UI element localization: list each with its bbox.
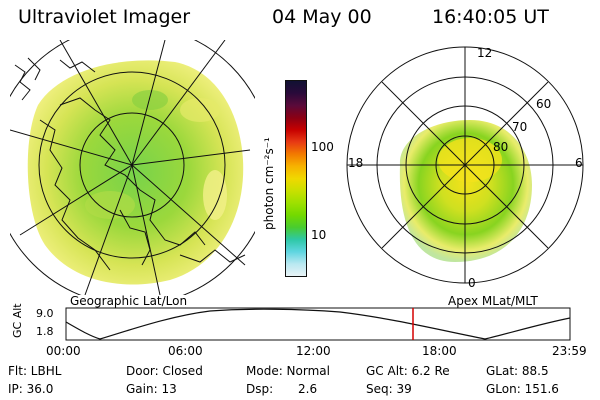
dsp-value: 2.6 <box>298 382 318 396</box>
ip-status: IP: 36.0 <box>8 382 54 396</box>
mlat-label-80: 80 <box>493 140 509 154</box>
mlat-label-70: 70 <box>512 120 528 134</box>
time-tick-1200: 12:00 <box>296 344 331 358</box>
colorbar-unit-label: photon cm⁻²s⁻¹ <box>262 137 276 230</box>
mlt-label-6: 6 <box>575 156 583 170</box>
mode-status: Mode: Normal <box>246 364 330 378</box>
magnetic-caption: Apex MLat/MLT <box>448 294 538 308</box>
time-tick-2359: 23:59 <box>552 344 587 358</box>
time-tick-1800: 18:00 <box>422 344 457 358</box>
mlt-label-0: 0 <box>468 276 476 290</box>
altitude-ytick-1-8: 1.8 <box>36 325 54 338</box>
latitude-circle-inner <box>79 112 185 218</box>
observation-date: 04 May 00 <box>272 6 372 28</box>
observation-time: 16:40:05 UT <box>432 6 549 28</box>
instrument-title: Ultraviolet Imager <box>18 6 191 28</box>
polar-circle-80 <box>435 135 495 195</box>
altitude-plot-frame <box>65 307 571 341</box>
polar-mlt-spokes <box>347 47 583 283</box>
glat-status: GLat: 88.5 <box>486 364 549 378</box>
door-status: Door: Closed <box>126 364 203 378</box>
gain-status: Gain: 13 <box>126 382 177 396</box>
colorbar-tick-10: 10 <box>311 228 327 242</box>
seq-status: Seq: 39 <box>366 382 412 396</box>
latitude-circle-outer <box>10 40 255 295</box>
polar-circle-70 <box>405 105 525 225</box>
magnetic-aurora-image <box>399 120 532 262</box>
mlt-label-12: 12 <box>477 46 493 60</box>
altitude-axis-label: GC Alt <box>11 303 24 338</box>
filter-status: Flt: LBHL <box>8 364 62 378</box>
intensity-colorbar <box>285 80 307 277</box>
polar-circle-outer <box>346 46 584 284</box>
colorbar-tick-100: 100 <box>311 140 334 154</box>
altitude-curve <box>65 308 571 340</box>
time-tick-0600: 06:00 <box>168 344 203 358</box>
polar-circle-60 <box>376 76 554 254</box>
longitude-meridians <box>10 40 251 295</box>
time-tick-0000: 00:00 <box>46 344 81 358</box>
coastline-outline <box>14 57 246 271</box>
altitude-ytick-9: 9.0 <box>36 307 54 320</box>
gc-alt-status: GC Alt: 6.2 Re <box>366 364 450 378</box>
geographic-aurora-image <box>27 60 244 285</box>
latitude-circle-middle <box>38 71 226 259</box>
dsp-label: Dsp: <box>246 382 274 396</box>
mlat-label-60: 60 <box>536 97 552 111</box>
glon-status: GLon: 151.6 <box>486 382 559 396</box>
geographic-caption: Geographic Lat/Lon <box>70 294 188 308</box>
mlt-label-18: 18 <box>348 156 364 170</box>
